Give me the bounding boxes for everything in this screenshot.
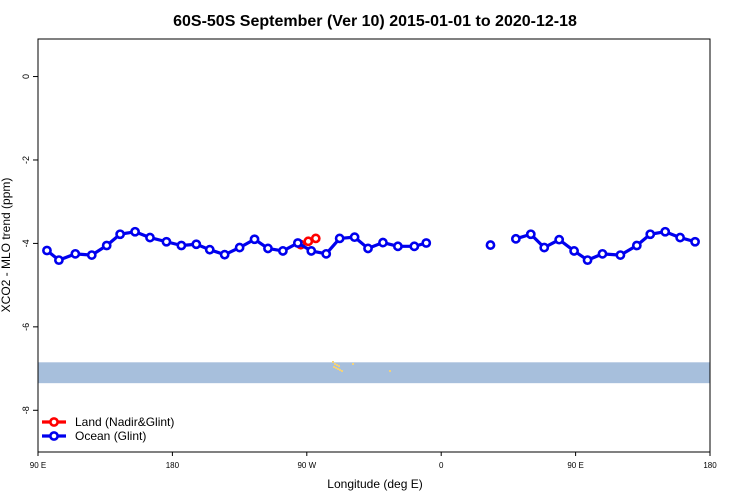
land-speck xyxy=(334,363,336,365)
chart-title: 60S-50S September (Ver 10) 2015-01-01 to… xyxy=(173,13,577,30)
y-tick-label: -6 xyxy=(21,323,31,331)
data-point xyxy=(615,250,626,260)
land-speck xyxy=(335,367,337,369)
data-point xyxy=(334,233,345,244)
data-point xyxy=(303,236,314,247)
data-point xyxy=(645,229,656,240)
data-point xyxy=(115,229,126,240)
data-point xyxy=(234,242,245,253)
y-axis: 0 -2 -4 -6 -8 xyxy=(21,74,38,414)
data-point xyxy=(54,255,64,266)
data-point xyxy=(219,249,230,260)
data-point xyxy=(161,236,172,247)
data-point xyxy=(310,233,321,244)
land-speck xyxy=(339,369,341,371)
data-point xyxy=(306,246,317,256)
data-point xyxy=(392,241,403,252)
y-tick-label: -8 xyxy=(21,406,31,414)
data-point xyxy=(569,246,580,256)
x-axis: 90 E 180 90 W 0 90 E 180 xyxy=(30,452,717,470)
legend-label: Ocean (Glint) xyxy=(75,429,146,443)
data-point xyxy=(349,232,360,243)
data-point xyxy=(176,240,187,251)
map-strip xyxy=(38,361,710,384)
y-tick-label: 0 xyxy=(21,74,31,79)
data-point xyxy=(409,241,420,252)
data-point xyxy=(204,244,215,255)
data-point xyxy=(525,229,536,240)
data-point xyxy=(42,245,52,256)
y-axis-label: XCO2 - MLO trend (ppm) xyxy=(0,178,13,313)
land-speck xyxy=(338,365,340,367)
data-point xyxy=(191,239,202,250)
data-point xyxy=(378,237,388,248)
data-point xyxy=(597,248,608,259)
data-point xyxy=(539,242,550,253)
data-point xyxy=(675,232,686,243)
data-point xyxy=(554,234,565,245)
series-layer xyxy=(42,226,700,266)
data-point xyxy=(249,234,260,245)
data-point xyxy=(101,240,112,251)
y-tick-label: -4 xyxy=(21,239,31,247)
legend-marker xyxy=(49,417,59,427)
x-tick-label: 180 xyxy=(703,461,717,470)
data-point xyxy=(86,250,97,260)
data-point xyxy=(321,248,332,259)
plot-frame xyxy=(37,38,711,453)
land-speck xyxy=(332,361,334,363)
x-tick-label: 0 xyxy=(439,461,444,470)
land-speck xyxy=(389,370,391,372)
land-speck xyxy=(333,366,335,368)
series-1 xyxy=(42,226,700,266)
land-speck xyxy=(352,363,354,365)
y-tick-label: -2 xyxy=(21,156,31,164)
data-point xyxy=(145,232,155,243)
x-tick-label: 90 E xyxy=(30,461,46,470)
land-speck xyxy=(336,364,338,366)
data-point xyxy=(660,226,671,237)
data-point xyxy=(130,226,140,237)
legend-label: Land (Nadir&Glint) xyxy=(75,415,174,429)
data-point xyxy=(485,240,496,250)
data-point xyxy=(292,238,303,248)
data-point xyxy=(421,238,432,248)
data-point xyxy=(278,246,288,256)
data-point xyxy=(263,243,273,254)
legend-marker xyxy=(49,431,59,441)
land-speck xyxy=(341,370,343,372)
data-point xyxy=(582,255,593,266)
x-tick-label: 90 W xyxy=(297,461,316,470)
x-axis-label: Longitude (deg E) xyxy=(327,477,422,491)
land-speck xyxy=(337,368,339,370)
data-point xyxy=(363,243,373,254)
x-tick-label: 90 E xyxy=(567,461,583,470)
data-point xyxy=(690,236,700,247)
data-point xyxy=(631,240,642,251)
data-point xyxy=(510,233,521,244)
data-point xyxy=(70,248,81,259)
ocean-band xyxy=(38,362,710,384)
legend: Land (Nadir&Glint)Ocean (Glint) xyxy=(42,415,174,443)
x-tick-label: 180 xyxy=(166,461,180,470)
